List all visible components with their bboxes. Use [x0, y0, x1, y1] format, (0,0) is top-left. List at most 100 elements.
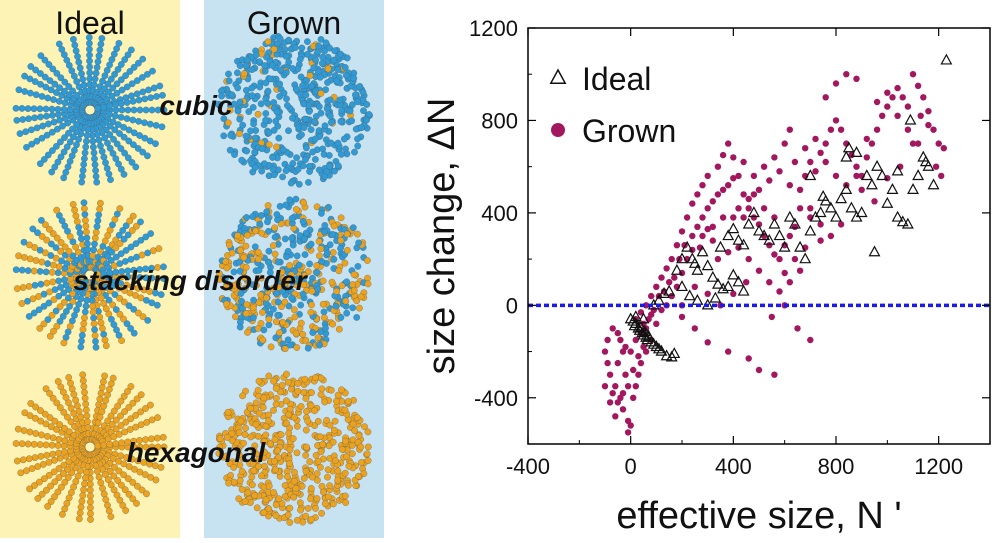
ideal-point: [850, 146, 863, 157]
ideal-point: [660, 349, 673, 361]
ideal-point: [788, 217, 801, 229]
grown-point: [617, 336, 624, 344]
grown-point: [786, 126, 793, 133]
ideal-point: [804, 169, 817, 181]
grown-point: [750, 172, 758, 180]
grown-point: [894, 112, 901, 120]
grown-point: [807, 158, 814, 166]
grown-point: [812, 135, 819, 143]
grown-point: [678, 313, 686, 321]
grown-point: [863, 135, 870, 143]
grown-point: [853, 75, 860, 83]
grown-point: [622, 371, 629, 378]
grown-point: [627, 348, 634, 355]
ideal-point: [845, 201, 858, 213]
grown-point: [666, 279, 673, 286]
grown-point: [663, 265, 670, 272]
ideal-point: [814, 206, 827, 218]
x-tick-label: 400: [715, 454, 752, 479]
cluster-ideal-1: [12, 199, 168, 351]
grown-point: [796, 267, 804, 274]
cluster-grown-2: [215, 370, 372, 526]
grown-point: [760, 205, 768, 212]
grown-point: [635, 371, 642, 378]
cluster-ideal-0: [12, 34, 168, 186]
grown-point: [704, 339, 711, 346]
grown-point: [925, 108, 932, 115]
ideal-point: [773, 229, 786, 241]
grown-point: [673, 242, 681, 249]
grown-point: [796, 205, 804, 212]
grown-point: [832, 117, 840, 124]
grown-point: [771, 154, 778, 161]
grown-point: [604, 336, 611, 344]
grown-point: [796, 186, 804, 193]
ideal-point: [881, 196, 894, 208]
grown-point: [760, 163, 768, 170]
x-tick-label: -400: [506, 454, 550, 479]
ideal-point: [722, 229, 735, 241]
grown-point: [786, 182, 793, 189]
grown-point: [658, 274, 665, 281]
grown-point: [925, 121, 932, 129]
grown-point: [807, 336, 814, 344]
grown-point: [817, 221, 824, 228]
ideal-point: [927, 178, 940, 190]
legend-ideal-label: Ideal: [582, 61, 651, 97]
grown-point: [755, 366, 763, 374]
y-tick-label: 0: [506, 293, 518, 318]
grown-point: [632, 383, 639, 390]
grown-point: [714, 163, 722, 170]
ideal-point: [711, 277, 724, 289]
grown-point: [917, 112, 924, 120]
grown-point: [899, 94, 906, 101]
grown-point: [904, 103, 912, 110]
grown-point: [827, 232, 835, 240]
ideal-point: [835, 192, 848, 204]
ideal-point: [868, 245, 881, 257]
grown-point: [822, 94, 829, 101]
ideal-point: [737, 284, 750, 296]
grown-point: [719, 214, 727, 221]
grown-point: [668, 255, 675, 263]
ideal-point: [737, 238, 750, 250]
grown-point: [622, 343, 629, 351]
grown-point: [794, 325, 801, 332]
grown-point: [930, 126, 937, 133]
grown-point: [709, 198, 716, 205]
grown-point: [719, 151, 727, 159]
ideal-point: [753, 224, 765, 236]
ideal-point: [758, 229, 771, 241]
grown-point: [791, 223, 799, 230]
ideal-point: [676, 252, 688, 264]
grown-point: [894, 84, 901, 92]
grown-point: [766, 177, 773, 184]
grown-point: [704, 172, 711, 180]
y-tick-label: 400: [481, 201, 518, 226]
grown-point: [614, 399, 621, 406]
grown-point: [781, 269, 788, 277]
grown-point: [606, 371, 614, 378]
axis-ticks: -400 0 400 800 1200 -400 0 400 800 1200: [469, 16, 990, 479]
grown-point: [920, 94, 927, 101]
grown-point: [822, 158, 829, 166]
grown-point: [619, 348, 627, 355]
cluster-renderings: [12, 33, 373, 526]
x-tick-label: 800: [818, 454, 855, 479]
grown-point: [699, 182, 706, 189]
grown-point: [771, 371, 778, 378]
ideal-point: [701, 259, 714, 271]
grown-point: [802, 145, 809, 152]
grown-point: [725, 348, 732, 355]
grown-point: [704, 225, 711, 233]
x-tick-label: 1200: [914, 454, 963, 479]
ideal-point: [896, 215, 909, 227]
y-tick-label: -400: [474, 386, 518, 411]
ideal-point: [727, 268, 740, 280]
grown-point: [627, 422, 634, 429]
grown-point: [776, 288, 783, 295]
grown-point: [832, 80, 840, 87]
grown-point: [725, 249, 732, 256]
ideal-point: [722, 280, 735, 292]
plot-frame: [527, 27, 991, 445]
